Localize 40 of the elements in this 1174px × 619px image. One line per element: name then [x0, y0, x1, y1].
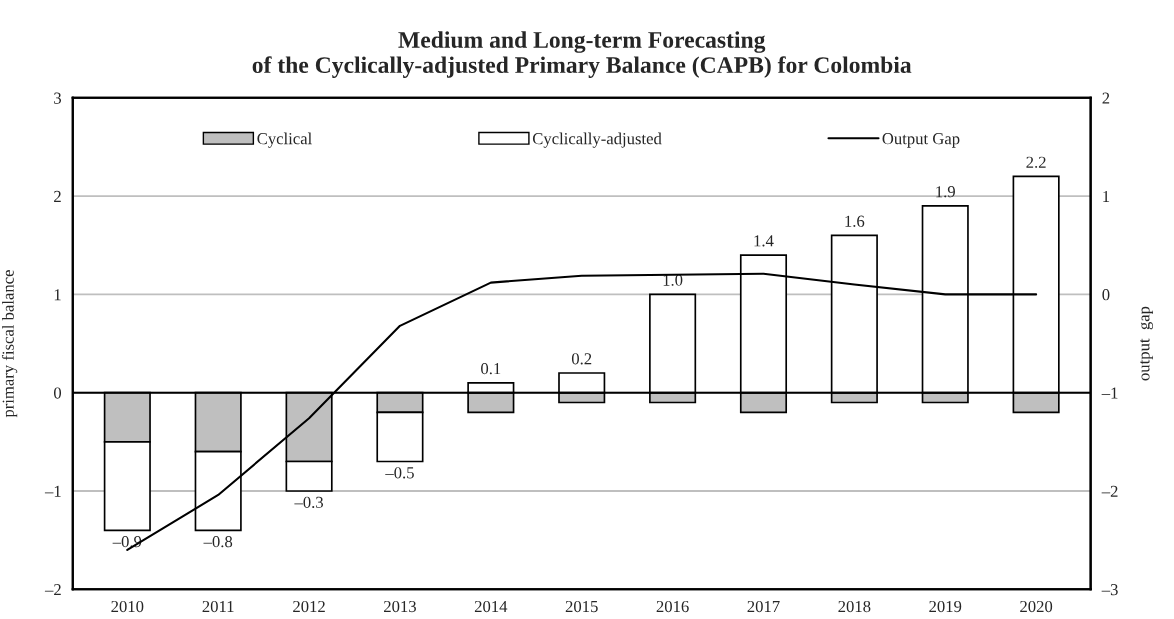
y-tick-label: 1	[54, 289, 61, 301]
y-tick-label: 3	[54, 92, 62, 104]
y2-tick-label: –3	[1101, 584, 1118, 596]
data-label: –0.9	[112, 536, 142, 548]
data-label: 1.9	[936, 186, 955, 198]
y-axis-title: primary fiscal balance	[1, 270, 18, 418]
y-tick-label: 2	[54, 190, 61, 202]
x-tick-label: 2017	[747, 600, 780, 613]
data-label: 0.2	[571, 353, 592, 365]
y2-tick-label: 0	[1102, 289, 1110, 301]
y-tick-label: –1	[44, 485, 61, 497]
x-tick-label: 2015	[565, 600, 598, 613]
x-tick-label: 2012	[293, 600, 325, 613]
x-tick-label: 2016	[656, 600, 689, 613]
data-label: 1.4	[754, 235, 774, 247]
legend-label: Cyclically-adjusted	[532, 132, 662, 148]
x-tick-label: 2018	[838, 600, 871, 613]
legend-label: Output Gap	[882, 133, 960, 148]
x-tick-label: 2011	[202, 600, 234, 613]
y2-tick-label: 1	[1103, 190, 1110, 202]
data-label: 1.6	[845, 215, 865, 227]
data-label: 1.0	[663, 274, 683, 286]
x-tick-label: 2020	[1020, 600, 1053, 613]
legend-label: Cyclical	[257, 132, 312, 148]
data-label: –0.8	[203, 536, 233, 548]
data-label: 0.1	[481, 363, 501, 375]
y2-tick-label: –1	[1101, 387, 1118, 399]
y-tick-label: –2	[44, 584, 61, 596]
x-tick-label: 2010	[111, 600, 144, 613]
y2-tick-label: –2	[1101, 485, 1118, 497]
y2-axis-title: output gap	[1140, 306, 1153, 381]
y-tick-label: 0	[53, 387, 62, 399]
x-tick-label: 2014	[474, 600, 508, 613]
data-label: 2.2	[1026, 156, 1046, 168]
chart-title: Medium and Long-term Forecasting of the Cyclically-adjusted Primary Balance (CAPB) for Colombia	[252, 31, 912, 78]
data-label: –0.5	[385, 467, 414, 479]
x-tick-label: 2019	[929, 600, 962, 613]
data-label: –0.3	[294, 496, 324, 509]
y2-tick-label: 2	[1102, 92, 1110, 104]
x-tick-label: 2013	[384, 600, 416, 613]
